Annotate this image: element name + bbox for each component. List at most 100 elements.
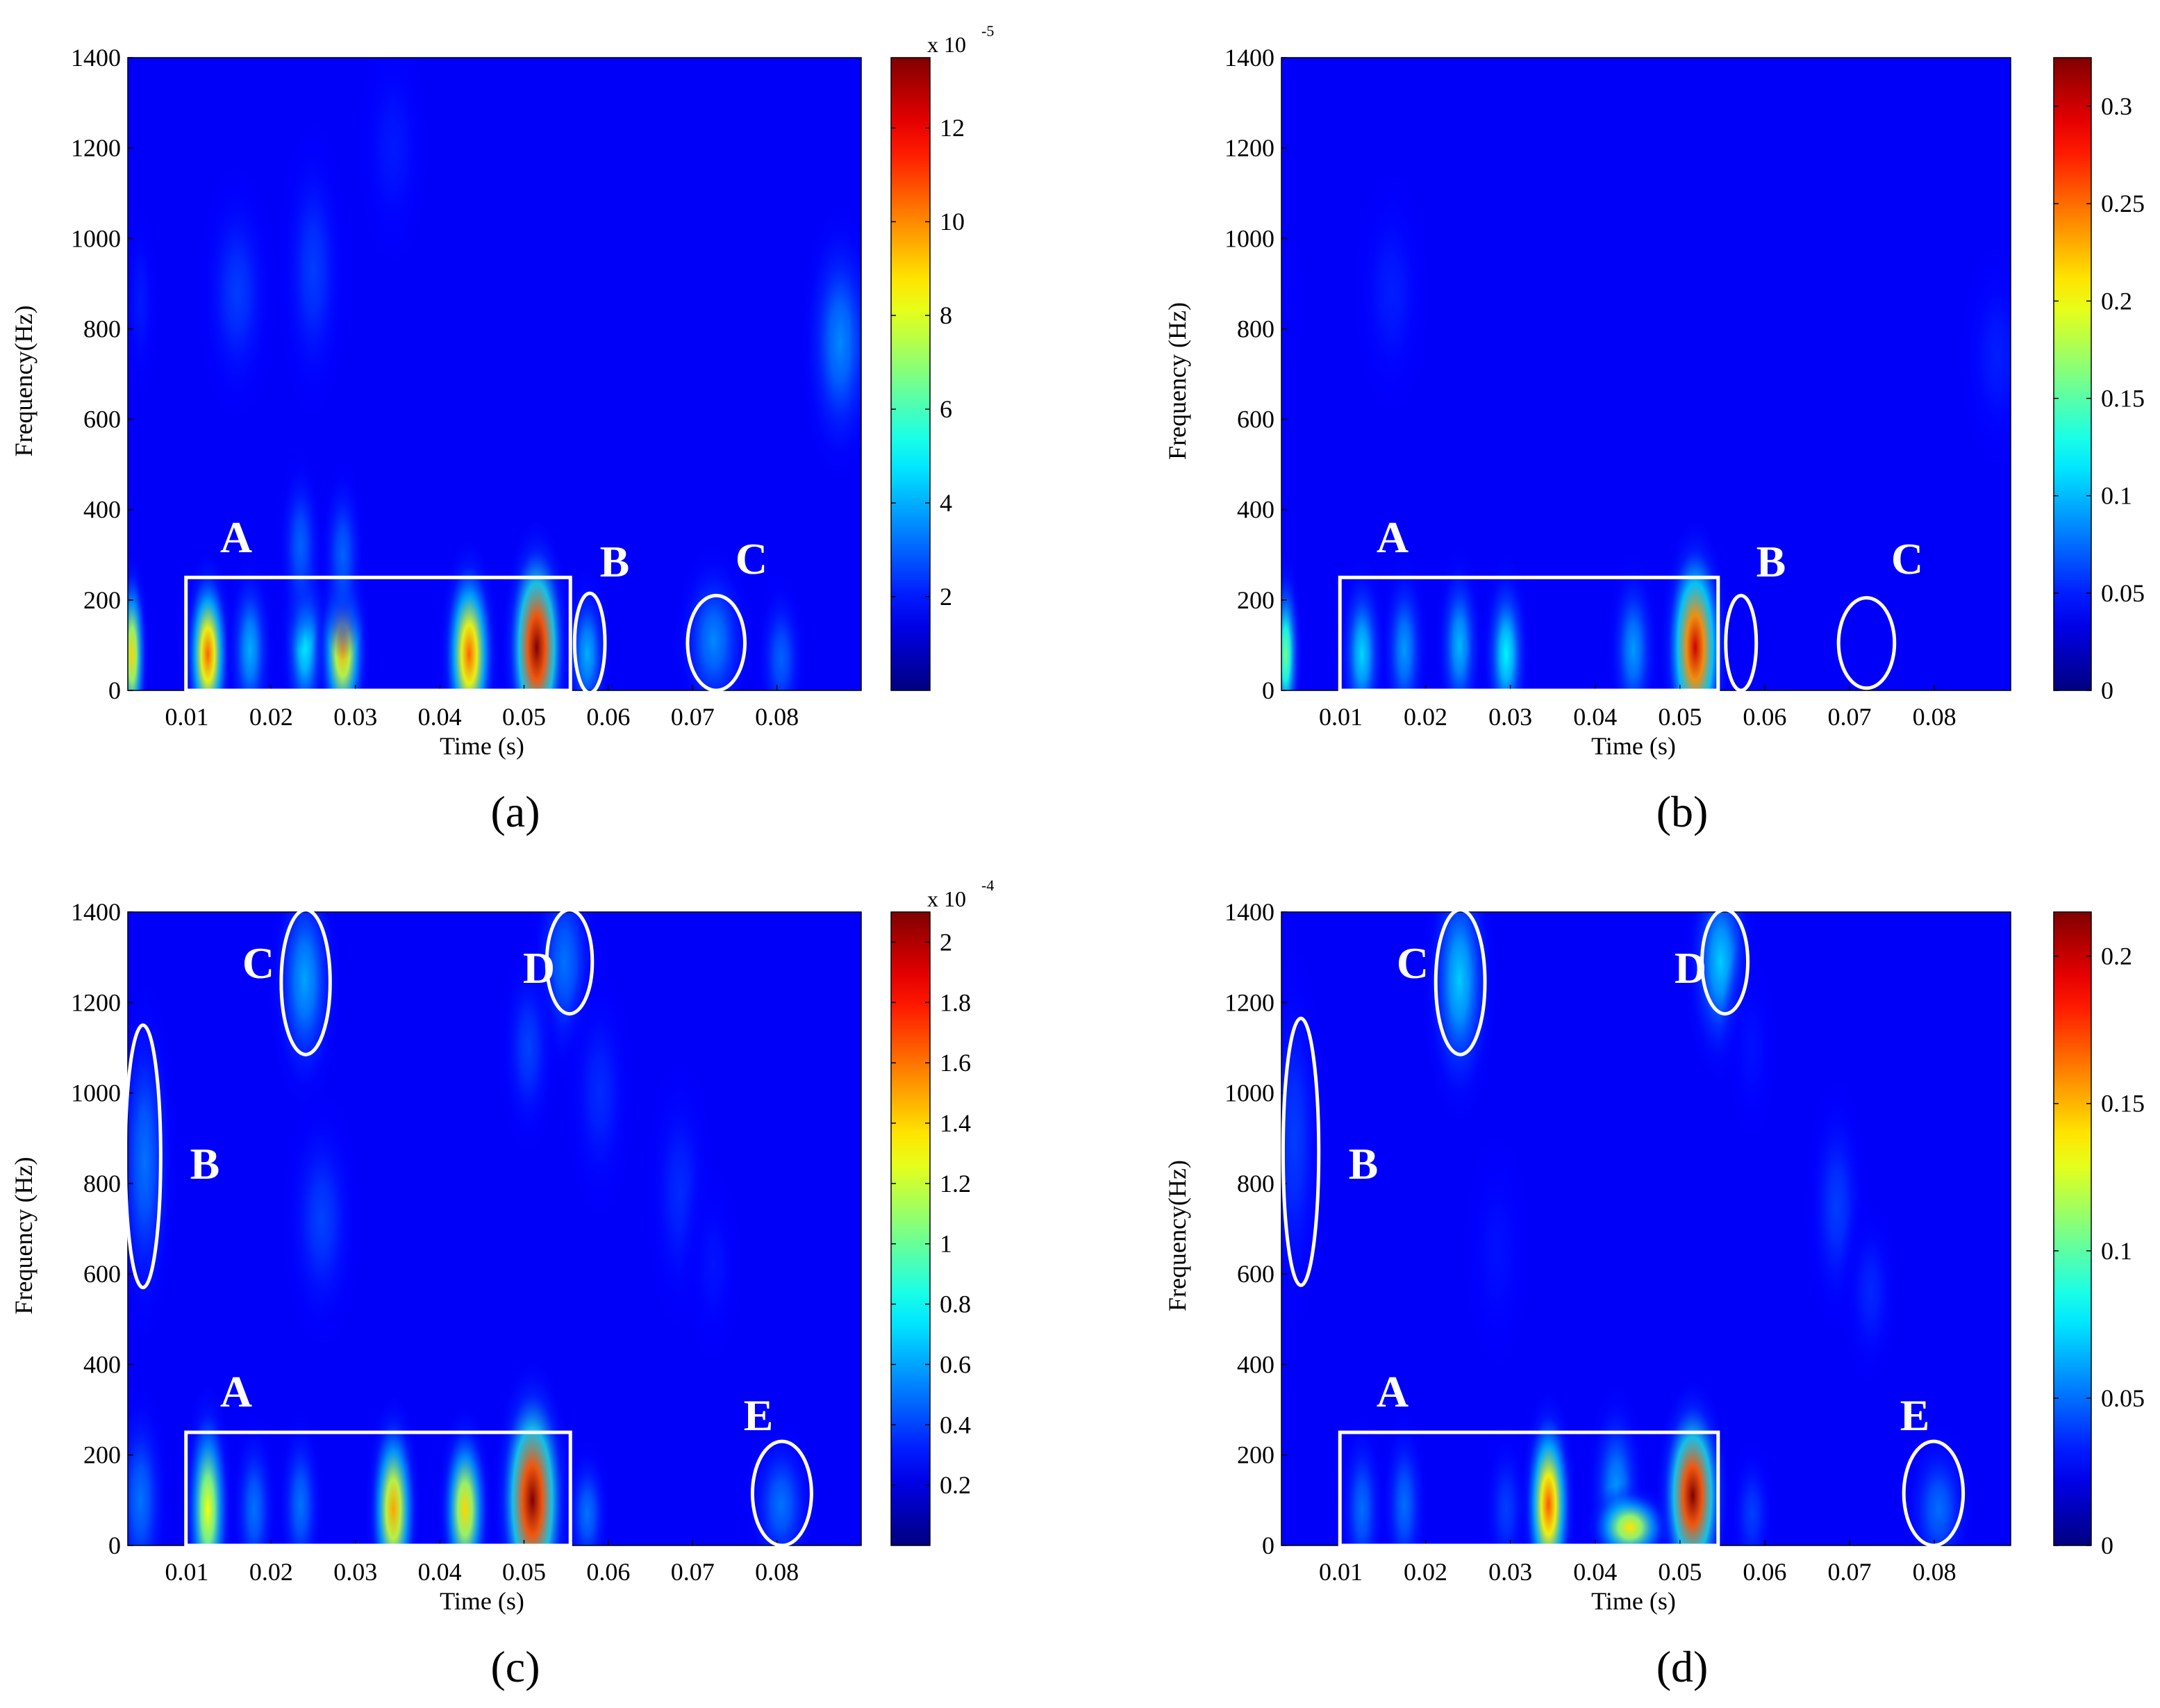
y-tick-label: 1200 xyxy=(1224,988,1274,1016)
heatmap-blob xyxy=(265,912,344,1121)
colorbar-tick-label: 0.15 xyxy=(2101,385,2145,413)
heatmap-blobs xyxy=(1281,58,2011,690)
annotation-label-b: B xyxy=(190,1139,220,1188)
heatmap-blob xyxy=(274,105,353,435)
heatmap-blob xyxy=(796,190,861,495)
heatmap-blobs xyxy=(128,58,861,690)
x-tick-label: 0.07 xyxy=(1828,703,1872,731)
x-tick-label: 0.01 xyxy=(165,1558,208,1586)
colorbar xyxy=(890,57,931,691)
heatmap-blob xyxy=(278,1078,366,1361)
heatmap-blob xyxy=(1604,544,1662,690)
heatmap-blob xyxy=(1479,1415,1533,1545)
x-axis-label: Time (s) xyxy=(440,1587,524,1615)
heatmap-blob xyxy=(274,1398,327,1545)
panel-caption: (a) xyxy=(490,787,540,836)
heatmap-blob xyxy=(1347,151,1436,434)
x-tick-label: 0.01 xyxy=(1319,703,1363,731)
annotation-box-a xyxy=(184,575,572,693)
colorbar-tick-label: 0.1 xyxy=(2101,482,2132,510)
colorbar xyxy=(2053,911,2092,1546)
y-tick-label: 600 xyxy=(83,1260,121,1288)
colorbar-exponent: -5 xyxy=(981,22,994,40)
x-tick-label: 0.06 xyxy=(1743,703,1786,731)
x-tick-label: 0.08 xyxy=(755,1558,799,1586)
annotation-ellipse-e xyxy=(750,1439,813,1548)
x-tick-label: 0.08 xyxy=(1913,703,1957,731)
y-tick-label: 400 xyxy=(1237,496,1274,524)
y-tick-label: 1400 xyxy=(71,44,121,72)
colorbar-tick-label: 0.8 xyxy=(940,1291,971,1318)
annotation-label-e: E xyxy=(1900,1391,1930,1440)
y-tick-label: 200 xyxy=(1237,586,1274,614)
y-axis-label: Frequency (Hz) xyxy=(1163,302,1191,460)
panel-0: 0 200 400 600 800 1000 1200 1400 0.01 0.02 0.03 0.0… xyxy=(10,22,994,836)
colorbar-tick-label: 0.4 xyxy=(940,1411,971,1438)
annotation-ellipse-b xyxy=(572,591,607,695)
y-tick-label: 1200 xyxy=(71,988,121,1016)
annotation-ellipse-c xyxy=(1434,908,1487,1056)
heatmap-blob xyxy=(365,1391,422,1545)
colorbar-tick-label: 6 xyxy=(940,395,952,423)
colorbar-tick-label: 0.15 xyxy=(2101,1090,2145,1118)
x-tick-label: 0.03 xyxy=(333,1558,377,1586)
x-tick-label: 0.05 xyxy=(1658,1558,1702,1586)
panel-1: 0 200 400 600 800 1000 1200 1400 0.01 0.02 0.03 0.0… xyxy=(1163,44,2145,836)
y-tick-label: 200 xyxy=(83,1441,121,1469)
y-tick-label: 0 xyxy=(108,1532,121,1559)
heatmap-blob xyxy=(1822,556,1911,690)
heatmap-blobs xyxy=(128,912,821,1545)
annotation-label-a: A xyxy=(220,1367,252,1416)
heatmap-blob xyxy=(1520,1387,1577,1545)
x-tick-label: 0.08 xyxy=(755,703,799,731)
colorbar-tick-label: 1.4 xyxy=(940,1109,971,1137)
colorbar xyxy=(2053,57,2092,691)
panel-caption: (b) xyxy=(1656,787,1709,836)
annotation-label-a: A xyxy=(220,513,252,562)
heatmap-blob xyxy=(495,930,561,1166)
heatmap-blob xyxy=(501,518,572,690)
heatmap-blob xyxy=(316,449,369,661)
colorbar-tick-label: 0.05 xyxy=(2101,579,2145,607)
y-tick-label: 600 xyxy=(1237,406,1274,433)
colorbar-tick-label: 2 xyxy=(940,583,952,611)
colorbar-multiplier: x 10 xyxy=(927,32,966,57)
x-tick-label: 0.03 xyxy=(1488,703,1532,731)
heatmap-blob xyxy=(1335,1403,1389,1545)
colorbar-tick-label: 0.2 xyxy=(2101,943,2132,970)
heatmap-blob xyxy=(1954,226,2011,486)
y-tick-label: 1200 xyxy=(71,134,121,162)
y-tick-label: 0 xyxy=(1262,1532,1274,1559)
annotation-ellipse-c xyxy=(1836,596,1897,690)
colorbar-tick-label: 10 xyxy=(940,208,965,235)
heatmap-blob xyxy=(670,535,758,690)
annotation-label-b: B xyxy=(600,537,630,586)
colorbar-tick-label: 1.2 xyxy=(940,1170,971,1197)
annotation-label-a: A xyxy=(1377,513,1409,562)
heatmap-blob xyxy=(1479,548,1533,690)
colorbar-tick-label: 0.25 xyxy=(2101,190,2145,217)
x-tick-label: 0.03 xyxy=(1488,1558,1532,1586)
annotation-box-a xyxy=(1338,1430,1720,1548)
y-tick-label: 200 xyxy=(83,586,121,614)
annotation-box-a xyxy=(184,1430,572,1548)
x-tick-label: 0.05 xyxy=(502,1558,546,1586)
heatmap-blob xyxy=(752,565,810,690)
panel-3: 0 200 400 600 800 1000 1200 1400 0.01 0.02 0.03 0.0… xyxy=(1163,898,2145,1691)
heatmap-blob xyxy=(1660,518,1731,690)
x-tick-label: 0.02 xyxy=(249,1558,293,1586)
x-tick-label: 0.04 xyxy=(418,703,462,731)
y-tick-label: 400 xyxy=(1237,1350,1274,1378)
annotation-label-b: B xyxy=(1349,1139,1379,1188)
colorbar-tick-label: 0 xyxy=(2101,1532,2113,1559)
y-tick-label: 0 xyxy=(1262,677,1274,704)
heatmap-blob xyxy=(181,1379,235,1545)
colorbar-tick-label: 1.8 xyxy=(940,988,971,1016)
heatmap-blob xyxy=(349,58,438,290)
x-tick-label: 0.04 xyxy=(418,1558,462,1586)
annotation-ellipse-d xyxy=(1700,908,1750,1016)
x-tick-label: 0.03 xyxy=(333,703,377,731)
heatmap-blob xyxy=(193,151,281,434)
heatmap-blob xyxy=(1377,544,1431,690)
